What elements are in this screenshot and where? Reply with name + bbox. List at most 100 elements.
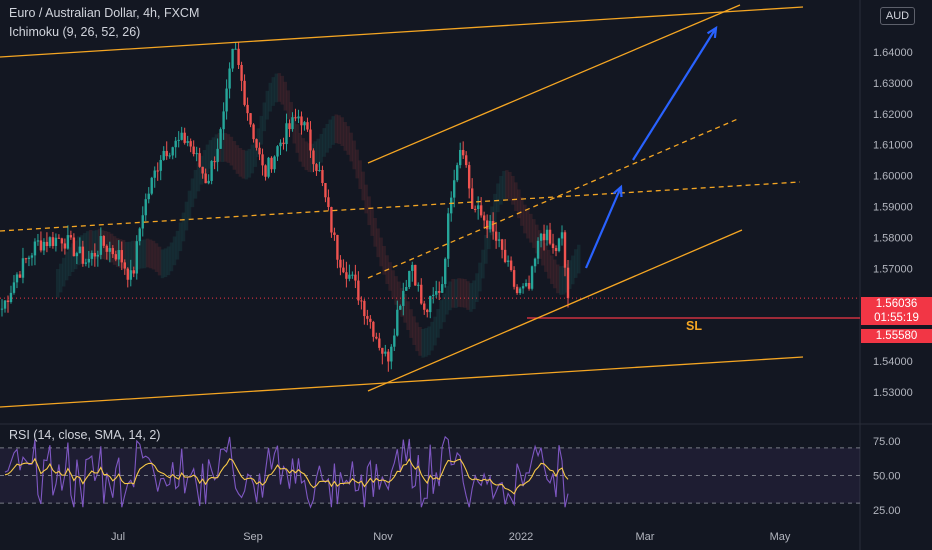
horizontal-dashed-trendline[interactable]	[0, 181, 801, 232]
ichimoku-cloud-segment	[280, 75, 285, 105]
candle-body	[447, 213, 450, 259]
candle-body	[291, 117, 294, 130]
candle-body	[548, 229, 552, 244]
ichimoku-cloud-segment	[505, 170, 509, 199]
ichimoku-cloud-segment	[538, 230, 542, 259]
ichimoku-legend[interactable]: Ichimoku (9, 26, 52, 26)	[9, 25, 141, 39]
candle-body	[246, 104, 249, 114]
candle-body	[81, 246, 85, 264]
ichimoku-cloud-segment	[292, 114, 297, 144]
ichimoku-cloud-segment	[202, 149, 207, 179]
candle-body	[42, 241, 46, 251]
candle-body	[417, 284, 420, 286]
ichimoku-cloud-segment	[514, 182, 518, 212]
ichimoku-cloud-segment	[430, 321, 434, 351]
ichimoku-cloud-segment	[142, 239, 147, 269]
candle-body	[54, 237, 58, 246]
candle-body	[345, 272, 348, 279]
ichimoku-cloud-segment	[184, 201, 189, 231]
candle-body	[264, 165, 267, 177]
candle-body	[282, 142, 285, 145]
ichimoku-cloud-segment	[136, 240, 141, 270]
ichimoku-cloud-segment	[520, 197, 524, 226]
candle-body	[545, 229, 549, 241]
ichimoku-cloud-segment	[268, 82, 273, 112]
candle-body	[503, 249, 507, 262]
rsi-legend[interactable]: RSI (14, close, SMA, 14, 2)	[9, 428, 161, 442]
time-tick-label: Jul	[111, 531, 125, 543]
channel-lower-line[interactable]	[0, 356, 804, 408]
candle-body	[488, 221, 492, 230]
candle-body	[455, 165, 459, 181]
ichimoku-cloud-segment	[241, 149, 246, 179]
ichimoku-cloud-segment	[109, 233, 114, 263]
candle-body	[69, 235, 73, 238]
candle-body	[536, 240, 540, 259]
candle-body	[219, 129, 222, 149]
last-price-value: 1.56036	[875, 298, 918, 310]
rising-lower-trendline[interactable]	[367, 229, 743, 392]
candle-body	[183, 132, 186, 143]
ichimoku-cloud-segment	[232, 141, 237, 170]
candle-body	[378, 338, 381, 348]
candle-body	[99, 236, 103, 255]
candle-body	[330, 207, 333, 233]
projection-arrow-short[interactable]	[584, 186, 623, 269]
ichimoku-cloud-segment	[313, 141, 317, 170]
ichimoku-cloud-segment	[145, 238, 150, 268]
candle-body	[470, 188, 474, 209]
candle-body	[192, 146, 195, 155]
ichimoku-cloud-segment	[469, 283, 473, 312]
candle-body	[351, 274, 354, 276]
ichimoku-cloud-segment	[112, 236, 117, 265]
candle-body	[273, 156, 276, 170]
rising-upper-trendline[interactable]	[367, 4, 741, 164]
ichimoku-cloud-segment	[322, 128, 326, 157]
channel-upper-line[interactable]	[0, 6, 804, 58]
ichimoku-cloud-segment	[298, 132, 303, 162]
ichimoku-cloud-segment	[367, 196, 371, 226]
candle-body	[375, 336, 378, 339]
candle-body	[458, 149, 462, 166]
candle-body	[258, 147, 261, 155]
candle-body	[324, 182, 327, 198]
candle-body	[515, 286, 519, 294]
ichimoku-cloud-segment	[205, 144, 210, 174]
sl-label[interactable]: SL	[686, 319, 702, 333]
candle-body	[339, 259, 342, 268]
candle-body	[432, 294, 435, 296]
ichimoku-cloud-segment	[193, 169, 198, 199]
candle-body	[435, 291, 438, 295]
candle-body	[408, 270, 411, 288]
candle-body	[165, 150, 168, 157]
candle-body	[485, 220, 489, 230]
ichimoku-cloud-segment	[187, 190, 192, 220]
ichimoku-cloud-segment	[226, 134, 231, 163]
candle-body	[9, 292, 13, 303]
candle-body	[363, 300, 366, 317]
ichimoku-cloud-segment	[364, 184, 368, 214]
ichimoku-cloud-segment	[463, 278, 467, 308]
projection-arrow-long[interactable]	[632, 27, 717, 161]
ichimoku-cloud-segment	[229, 136, 234, 166]
candle-body	[396, 309, 399, 336]
ichimoku-cloud-segment	[181, 212, 186, 242]
candle-body	[542, 233, 546, 241]
candle-body	[189, 141, 192, 147]
symbol-legend[interactable]: Euro / Australian Dollar, 4h, FXCM	[9, 6, 200, 20]
ichimoku-cloud-segment	[394, 276, 398, 305]
ichimoku-cloud-segment	[559, 266, 563, 295]
ichimoku-cloud-segment	[253, 138, 258, 167]
candle-body	[0, 308, 4, 310]
candle-body	[45, 241, 49, 247]
rising-dashed-trendline[interactable]	[367, 117, 741, 279]
candle-body	[135, 241, 138, 274]
ichimoku-cloud-segment	[574, 249, 578, 278]
candle-body	[111, 248, 115, 255]
currency-badge[interactable]: AUD	[880, 7, 915, 25]
ichimoku-cloud-segment	[412, 316, 416, 346]
price-tick-label: 1.54000	[873, 356, 913, 368]
ichimoku-cloud-segment	[118, 239, 123, 268]
ichimoku-cloud-segment	[421, 328, 425, 358]
